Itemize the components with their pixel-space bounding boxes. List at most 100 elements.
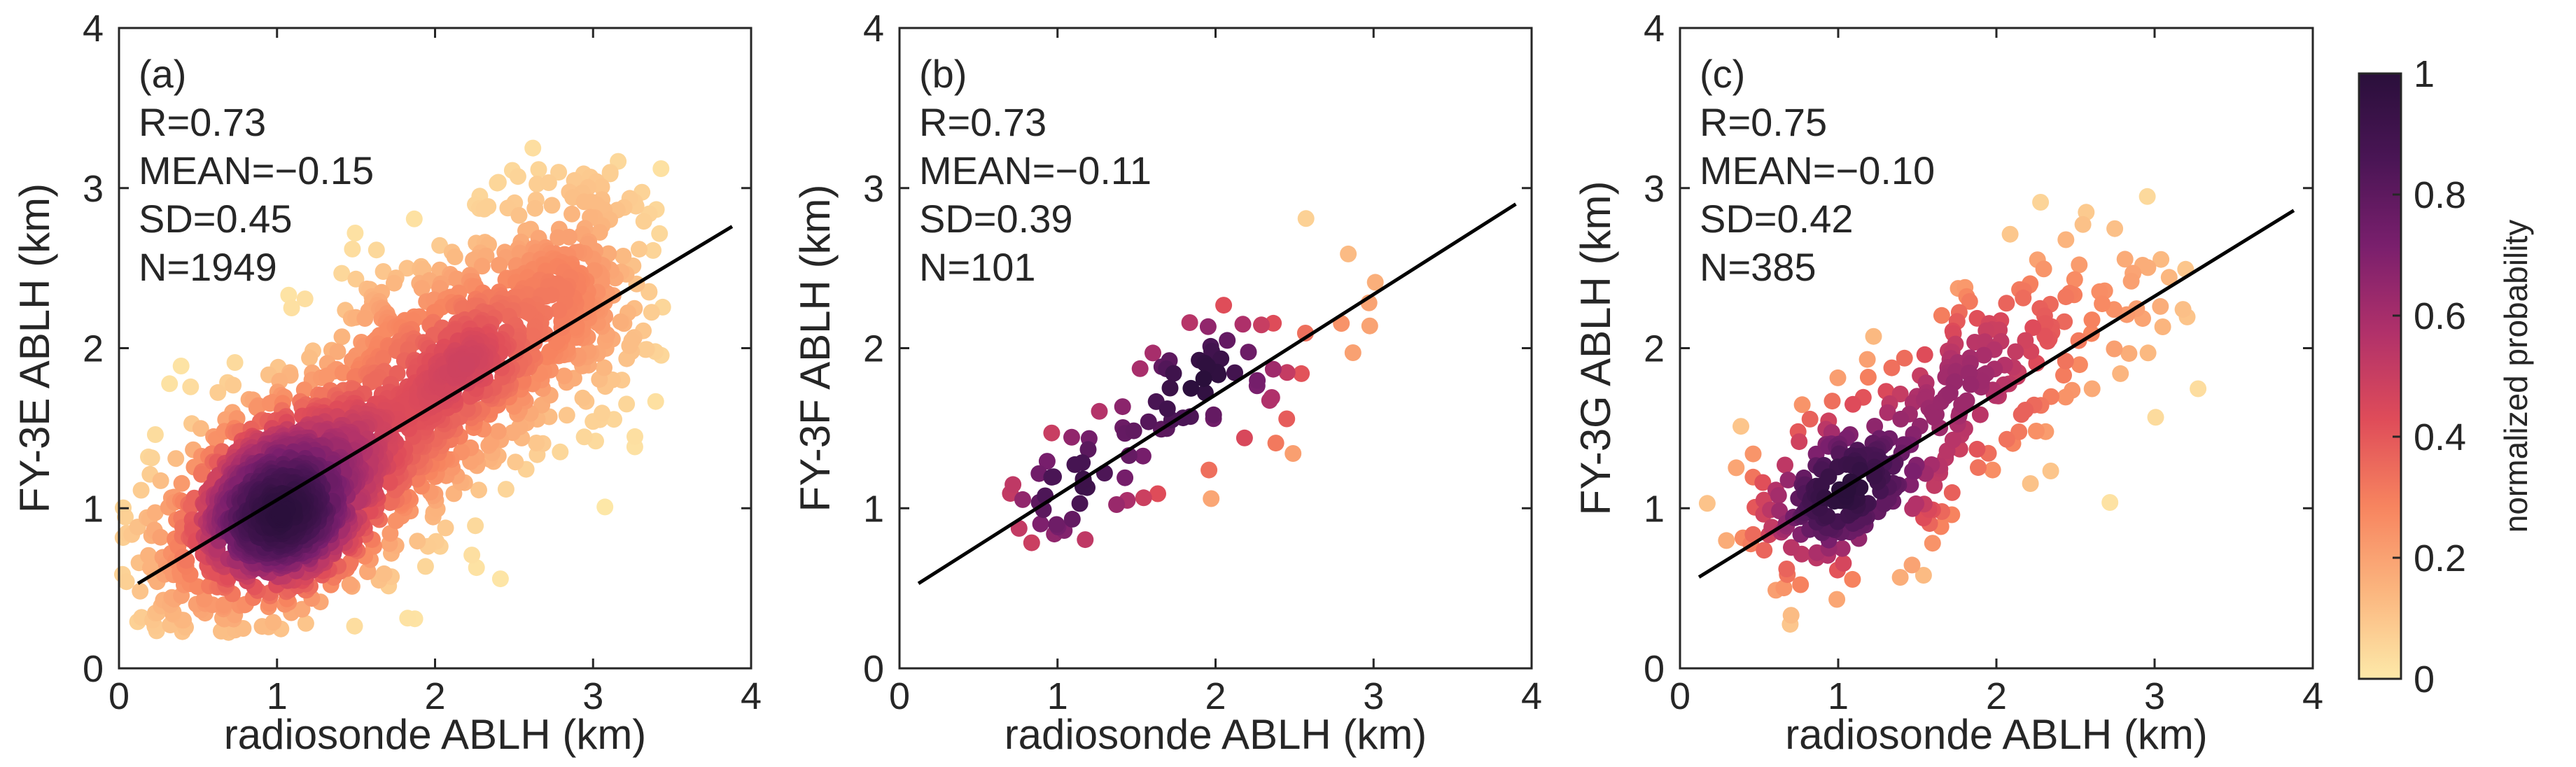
scatter-point [1858,351,1876,368]
y-tick-label: 4 [1644,8,1665,50]
scatter-point [274,504,291,521]
scatter-point [550,229,567,246]
stat-n: N=1949 [139,245,277,289]
scatter-point [1783,539,1800,556]
scatter-point [550,164,568,181]
y-tick-label: 3 [1644,168,1665,210]
scatter-point [1782,607,1800,624]
y-tick-label: 3 [83,168,104,210]
scatter-point [2024,319,2042,337]
scatter-point [1131,360,1149,377]
x-tick-label: 0 [889,675,910,717]
stat-mean: MEAN=−0.15 [139,148,374,192]
scatter-point [2106,340,2123,358]
scatter-point [637,341,654,358]
scatter-point [1961,293,1978,310]
scatter-point [1261,392,1278,409]
scatter-point [346,617,363,635]
scatter-point [2066,271,2083,288]
scatter-point [603,371,621,388]
scatter-point [457,356,475,373]
scatter-point [1933,307,1950,324]
stat-sd: SD=0.45 [139,197,293,241]
x-tick-label: 2 [1986,675,2007,717]
x-axis-label: radiosonde ABLH (km) [1004,711,1427,758]
scatter-point [1820,468,1837,486]
scatter-point [405,210,423,227]
scatter-point [344,240,361,258]
scatter-point [1970,459,1987,477]
scatter-point [2094,295,2111,313]
scatter-point [1278,364,1296,381]
scatter-point [398,260,416,277]
scatter-point [1071,495,1088,512]
scatter-point [301,349,318,367]
scatter-point [507,453,524,471]
scatter-point [1924,535,1941,552]
scatter-point [1775,579,1793,597]
scatter-point [161,375,178,393]
scatter-point [146,504,164,521]
scatter-point [550,302,568,319]
scatter-point [1278,410,1296,428]
scatter-point [2152,297,2169,315]
scatter-point [1728,459,1745,477]
scatter-point [265,614,282,631]
scatter-point [1048,516,1065,533]
scatter-point [1984,461,2001,479]
scatter-point [1030,465,1048,482]
scatter-point [1756,542,1773,559]
scatter-point [601,165,619,183]
scatter-point [382,525,399,542]
scatter-point [1998,295,2015,312]
scatter-point [146,426,164,443]
scatter-point [1718,532,1735,549]
scatter-point [1108,496,1126,513]
scatter-point [1140,413,1157,430]
colorbar-gradient [2358,72,2402,680]
scatter-point [2112,365,2129,382]
scatter-point [2174,301,2192,318]
scatter-point [1771,502,1788,519]
scatter-point [1004,476,1022,493]
scatter-point [1903,556,1921,574]
y-axis-label: FY-3G ABLH (km) [1572,181,1619,516]
scatter-point [2057,288,2075,306]
scatter-point [1891,569,1909,586]
colorbar-tick-label: 0.2 [2414,537,2466,579]
scatter-point [558,407,575,424]
scatter-point [473,258,491,275]
scatter-point [540,174,557,191]
colorbar-tick-label: 0 [2414,659,2435,701]
scatter-point [192,420,209,437]
scatter-point [2022,475,2039,492]
x-tick-label: 0 [1670,675,1690,717]
scatter-point [2012,406,2030,423]
scatter-point [651,225,668,242]
scatter-point [1063,510,1081,528]
scatter-point [192,465,210,483]
scatter-point [2057,388,2074,406]
fit-line [1698,209,2295,579]
y-tick-label: 0 [1644,648,1665,690]
scatter-point [1045,468,1062,486]
colorbar-tick-label: 0.6 [2414,295,2466,337]
scatter-point [1296,325,1314,342]
scatter-point [1267,435,1284,452]
scatter-point [2106,220,2124,237]
scatter-point [596,359,612,377]
scatter-point [2120,345,2138,363]
scatter-point [635,213,652,230]
scatter-point [491,256,508,274]
scatter-point [618,395,636,413]
x-tick-label: 2 [424,675,445,717]
scatter-point [1844,570,1861,588]
scatter-point [1023,534,1040,551]
scatter-point [528,435,545,451]
scatter-point [2036,328,2054,345]
scatter-point [333,328,351,346]
scatter-point [1199,358,1216,374]
scatter-point [1770,487,1787,504]
y-axis-label: FY-3E ABLH (km) [11,183,58,513]
scatter-point [2001,225,2019,243]
